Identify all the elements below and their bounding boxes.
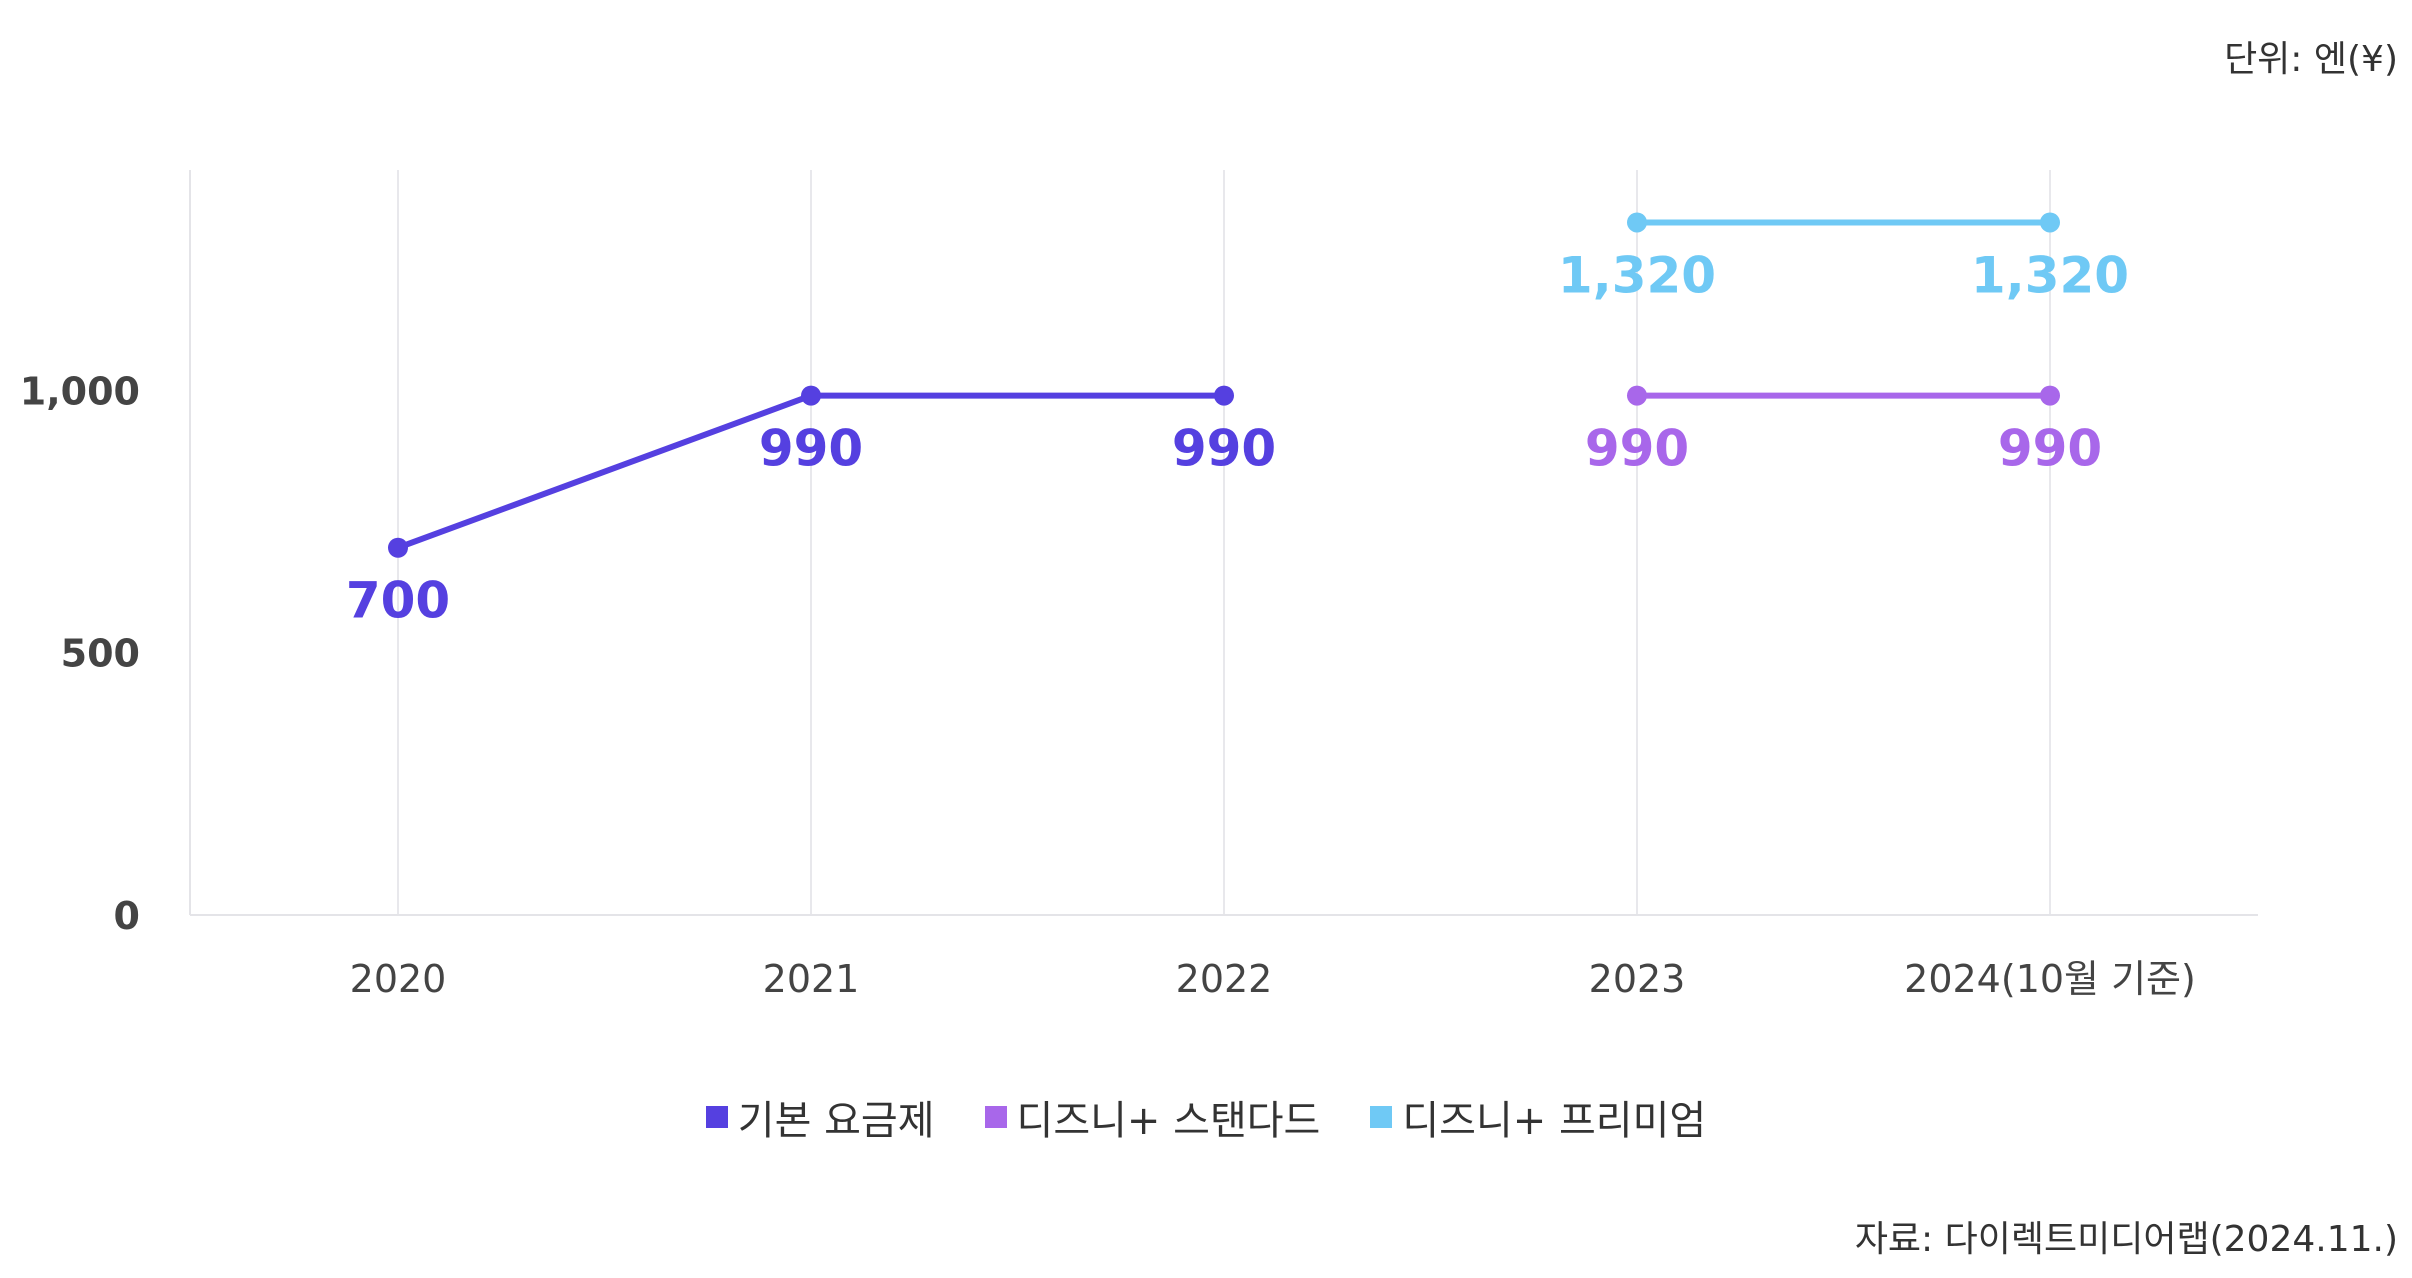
legend-swatch: [984, 1106, 1007, 1128]
legend-label: 기본 요금제: [737, 1098, 935, 1144]
x-tick-label: 2023: [1589, 957, 1686, 1001]
y-tick-label: 1,000: [20, 369, 140, 413]
data-point: [2040, 212, 2060, 233]
data-label: 700: [346, 572, 450, 630]
data-point: [801, 385, 821, 406]
legend-label: 디즈니+ 스탠다드: [1016, 1098, 1321, 1144]
legend-item: 기본 요금제: [705, 1088, 935, 1146]
legend-label: 디즈니+ 프리미엄: [1402, 1098, 1707, 1144]
data-point: [388, 537, 408, 558]
legend-item: 디즈니+ 스탠다드: [984, 1088, 1321, 1146]
data-label: 1,320: [1558, 246, 1716, 304]
source-note: 자료: 다이렉트미디어랩(2024.11.): [1854, 1219, 2398, 1260]
data-point: [1627, 385, 1647, 406]
data-label: 990: [1585, 420, 1689, 478]
data-label: 990: [1998, 420, 2102, 478]
data-point: [1214, 385, 1234, 406]
legend: 기본 요금제 디즈니+ 스탠다드 디즈니+ 프리미엄: [0, 1088, 2412, 1146]
data-label: 990: [1172, 420, 1276, 478]
data-label: 990: [759, 420, 863, 478]
x-tick-label: 2020: [350, 957, 447, 1001]
x-tick-label: 2024(10월 기준): [1904, 957, 2196, 1001]
legend-swatch: [705, 1106, 728, 1128]
y-tick-label: 500: [61, 632, 140, 676]
data-label: 1,320: [1971, 246, 2129, 304]
y-tick-label: 0: [114, 894, 140, 938]
unit-note: 단위: 엔(¥): [2224, 39, 2398, 80]
x-tick-label: 2022: [1176, 957, 1273, 1001]
legend-item: 디즈니+ 프리미엄: [1370, 1088, 1706, 1146]
data-point: [1627, 212, 1647, 233]
data-point: [2040, 385, 2060, 406]
x-tick-label: 2021: [763, 957, 860, 1001]
legend-swatch: [1370, 1106, 1393, 1128]
